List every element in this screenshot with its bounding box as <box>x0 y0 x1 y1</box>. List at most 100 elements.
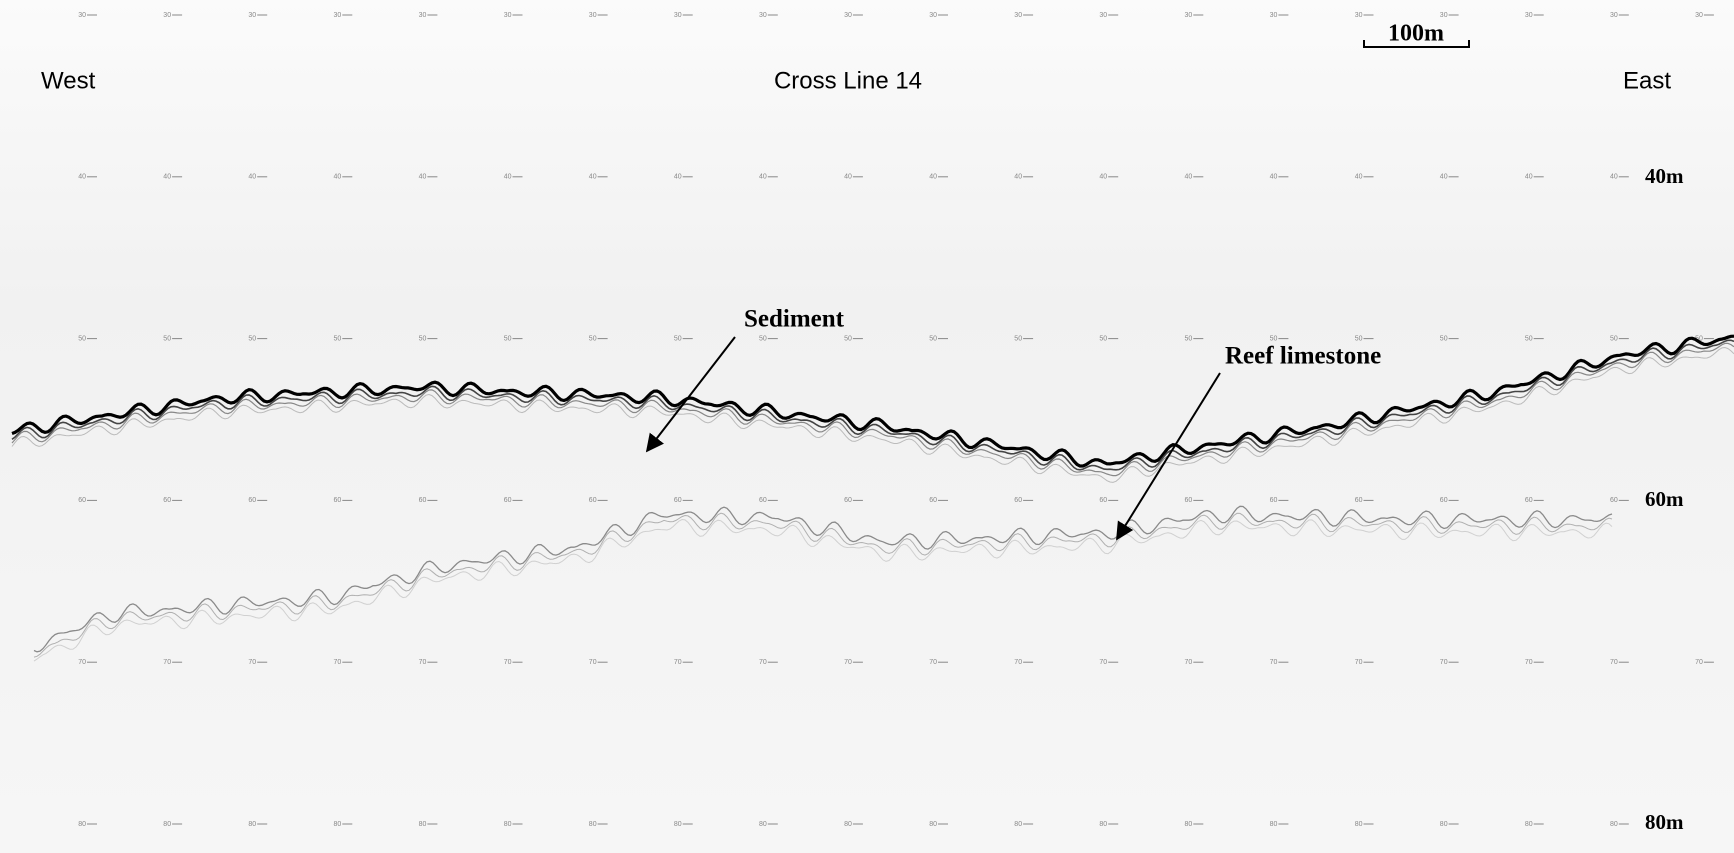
depth-tick-label: 50 <box>419 335 427 342</box>
depth-tick-label: 70 <box>334 659 342 666</box>
scale-bar-label: 100m <box>1388 21 1444 47</box>
depth-tick-label: 60 <box>78 497 86 504</box>
depth-tick-label: 70 <box>1610 659 1618 666</box>
depth-tick-label: 80 <box>1610 821 1618 828</box>
depth-tick-label: 60 <box>759 497 767 504</box>
depth-tick-label: 50 <box>759 335 767 342</box>
depth-tick-label: 70 <box>1014 659 1022 666</box>
depth-tick-label: 70 <box>589 659 597 666</box>
depth-tick-label: 60 <box>589 497 597 504</box>
depth-tick-label: 50 <box>248 335 256 342</box>
depth-tick-label: 80 <box>759 821 767 828</box>
depth-tick-label: 30 <box>248 12 256 19</box>
depth-tick-label: 70 <box>929 659 937 666</box>
depth-tick-label: 60 <box>1355 497 1363 504</box>
depth-tick-label: 50 <box>1355 335 1363 342</box>
depth-tick-label: 40 <box>759 174 767 181</box>
depth-tick-label: 30 <box>419 12 427 19</box>
depth-tick-label: 80 <box>1525 821 1533 828</box>
depth-tick-label: 50 <box>78 335 86 342</box>
profile-figure: 3030303030303030303030303030303030303030… <box>0 0 1734 853</box>
depth-tick-label: 30 <box>1099 12 1107 19</box>
depth-tick-label: 60 <box>1099 497 1107 504</box>
depth-tick-label: 80 <box>929 821 937 828</box>
east-label: East <box>1623 67 1671 94</box>
depth-label: 40m <box>1645 164 1684 188</box>
depth-tick-label: 50 <box>334 335 342 342</box>
depth-tick-label: 30 <box>1440 12 1448 19</box>
depth-tick-label: 60 <box>1270 497 1278 504</box>
depth-tick-label: 60 <box>1440 497 1448 504</box>
annotation: Sediment <box>744 306 845 333</box>
depth-tick-label: 30 <box>1525 12 1533 19</box>
depth-tick-label: 80 <box>1270 821 1278 828</box>
depth-tick-label: 30 <box>589 12 597 19</box>
depth-tick-label: 70 <box>78 659 86 666</box>
depth-tick-label: 50 <box>1525 335 1533 342</box>
depth-tick-label: 50 <box>1440 335 1448 342</box>
depth-tick-label: 70 <box>1695 659 1703 666</box>
depth-tick-label: 60 <box>1610 497 1618 504</box>
depth-tick-label: 60 <box>844 497 852 504</box>
depth-tick-label: 80 <box>248 821 256 828</box>
depth-tick-label: 40 <box>334 174 342 181</box>
depth-tick-label: 50 <box>1270 335 1278 342</box>
depth-tick-label: 70 <box>419 659 427 666</box>
depth-tick-label: 30 <box>334 12 342 19</box>
depth-tick-label: 50 <box>1099 335 1107 342</box>
depth-tick-label: 40 <box>929 174 937 181</box>
depth-tick-label: 80 <box>1014 821 1022 828</box>
depth-tick-label: 60 <box>419 497 427 504</box>
depth-tick-label: 40 <box>844 174 852 181</box>
depth-tick-label: 40 <box>589 174 597 181</box>
depth-tick-label: 40 <box>78 174 86 181</box>
depth-tick-label: 50 <box>1610 335 1618 342</box>
depth-tick-label: 40 <box>504 174 512 181</box>
depth-tick-label: 50 <box>844 335 852 342</box>
depth-tick-label: 70 <box>1270 659 1278 666</box>
depth-tick-label: 30 <box>759 12 767 19</box>
depth-tick-label: 70 <box>759 659 767 666</box>
depth-tick-label: 70 <box>1099 659 1107 666</box>
depth-tick-label: 40 <box>1525 174 1533 181</box>
depth-tick-label: 80 <box>78 821 86 828</box>
depth-tick-label: 40 <box>1014 174 1022 181</box>
depth-tick-label: 80 <box>1185 821 1193 828</box>
depth-tick-label: 60 <box>334 497 342 504</box>
depth-tick-label: 70 <box>1525 659 1533 666</box>
depth-tick-label: 80 <box>844 821 852 828</box>
depth-tick-label: 70 <box>504 659 512 666</box>
depth-tick-label: 80 <box>1440 821 1448 828</box>
depth-tick-label: 30 <box>504 12 512 19</box>
depth-tick-label: 30 <box>674 12 682 19</box>
depth-tick-label: 70 <box>674 659 682 666</box>
depth-tick-label: 80 <box>504 821 512 828</box>
depth-tick-label: 30 <box>929 12 937 19</box>
depth-tick-label: 70 <box>248 659 256 666</box>
profile-title: Cross Line 14 <box>774 67 922 94</box>
depth-tick-label: 50 <box>1185 335 1193 342</box>
depth-tick-label: 40 <box>1355 174 1363 181</box>
depth-tick-label: 50 <box>589 335 597 342</box>
depth-tick-label: 30 <box>844 12 852 19</box>
depth-tick-label: 30 <box>1695 12 1703 19</box>
depth-tick-label: 80 <box>334 821 342 828</box>
depth-tick-label: 70 <box>844 659 852 666</box>
depth-tick-label: 80 <box>589 821 597 828</box>
depth-tick-label: 30 <box>1185 12 1193 19</box>
depth-tick-label: 40 <box>163 174 171 181</box>
depth-tick-label: 30 <box>1014 12 1022 19</box>
depth-tick-label: 40 <box>1099 174 1107 181</box>
depth-tick-label: 40 <box>1610 174 1618 181</box>
depth-tick-label: 50 <box>674 335 682 342</box>
depth-tick-label: 40 <box>1270 174 1278 181</box>
depth-tick-label: 60 <box>248 497 256 504</box>
depth-tick-label: 30 <box>1355 12 1363 19</box>
depth-tick-label: 70 <box>1355 659 1363 666</box>
depth-tick-label: 70 <box>1440 659 1448 666</box>
depth-tick-label: 50 <box>929 335 937 342</box>
depth-tick-label: 50 <box>504 335 512 342</box>
depth-label: 80m <box>1645 810 1684 834</box>
depth-tick-label: 70 <box>163 659 171 666</box>
depth-tick-label: 40 <box>674 174 682 181</box>
